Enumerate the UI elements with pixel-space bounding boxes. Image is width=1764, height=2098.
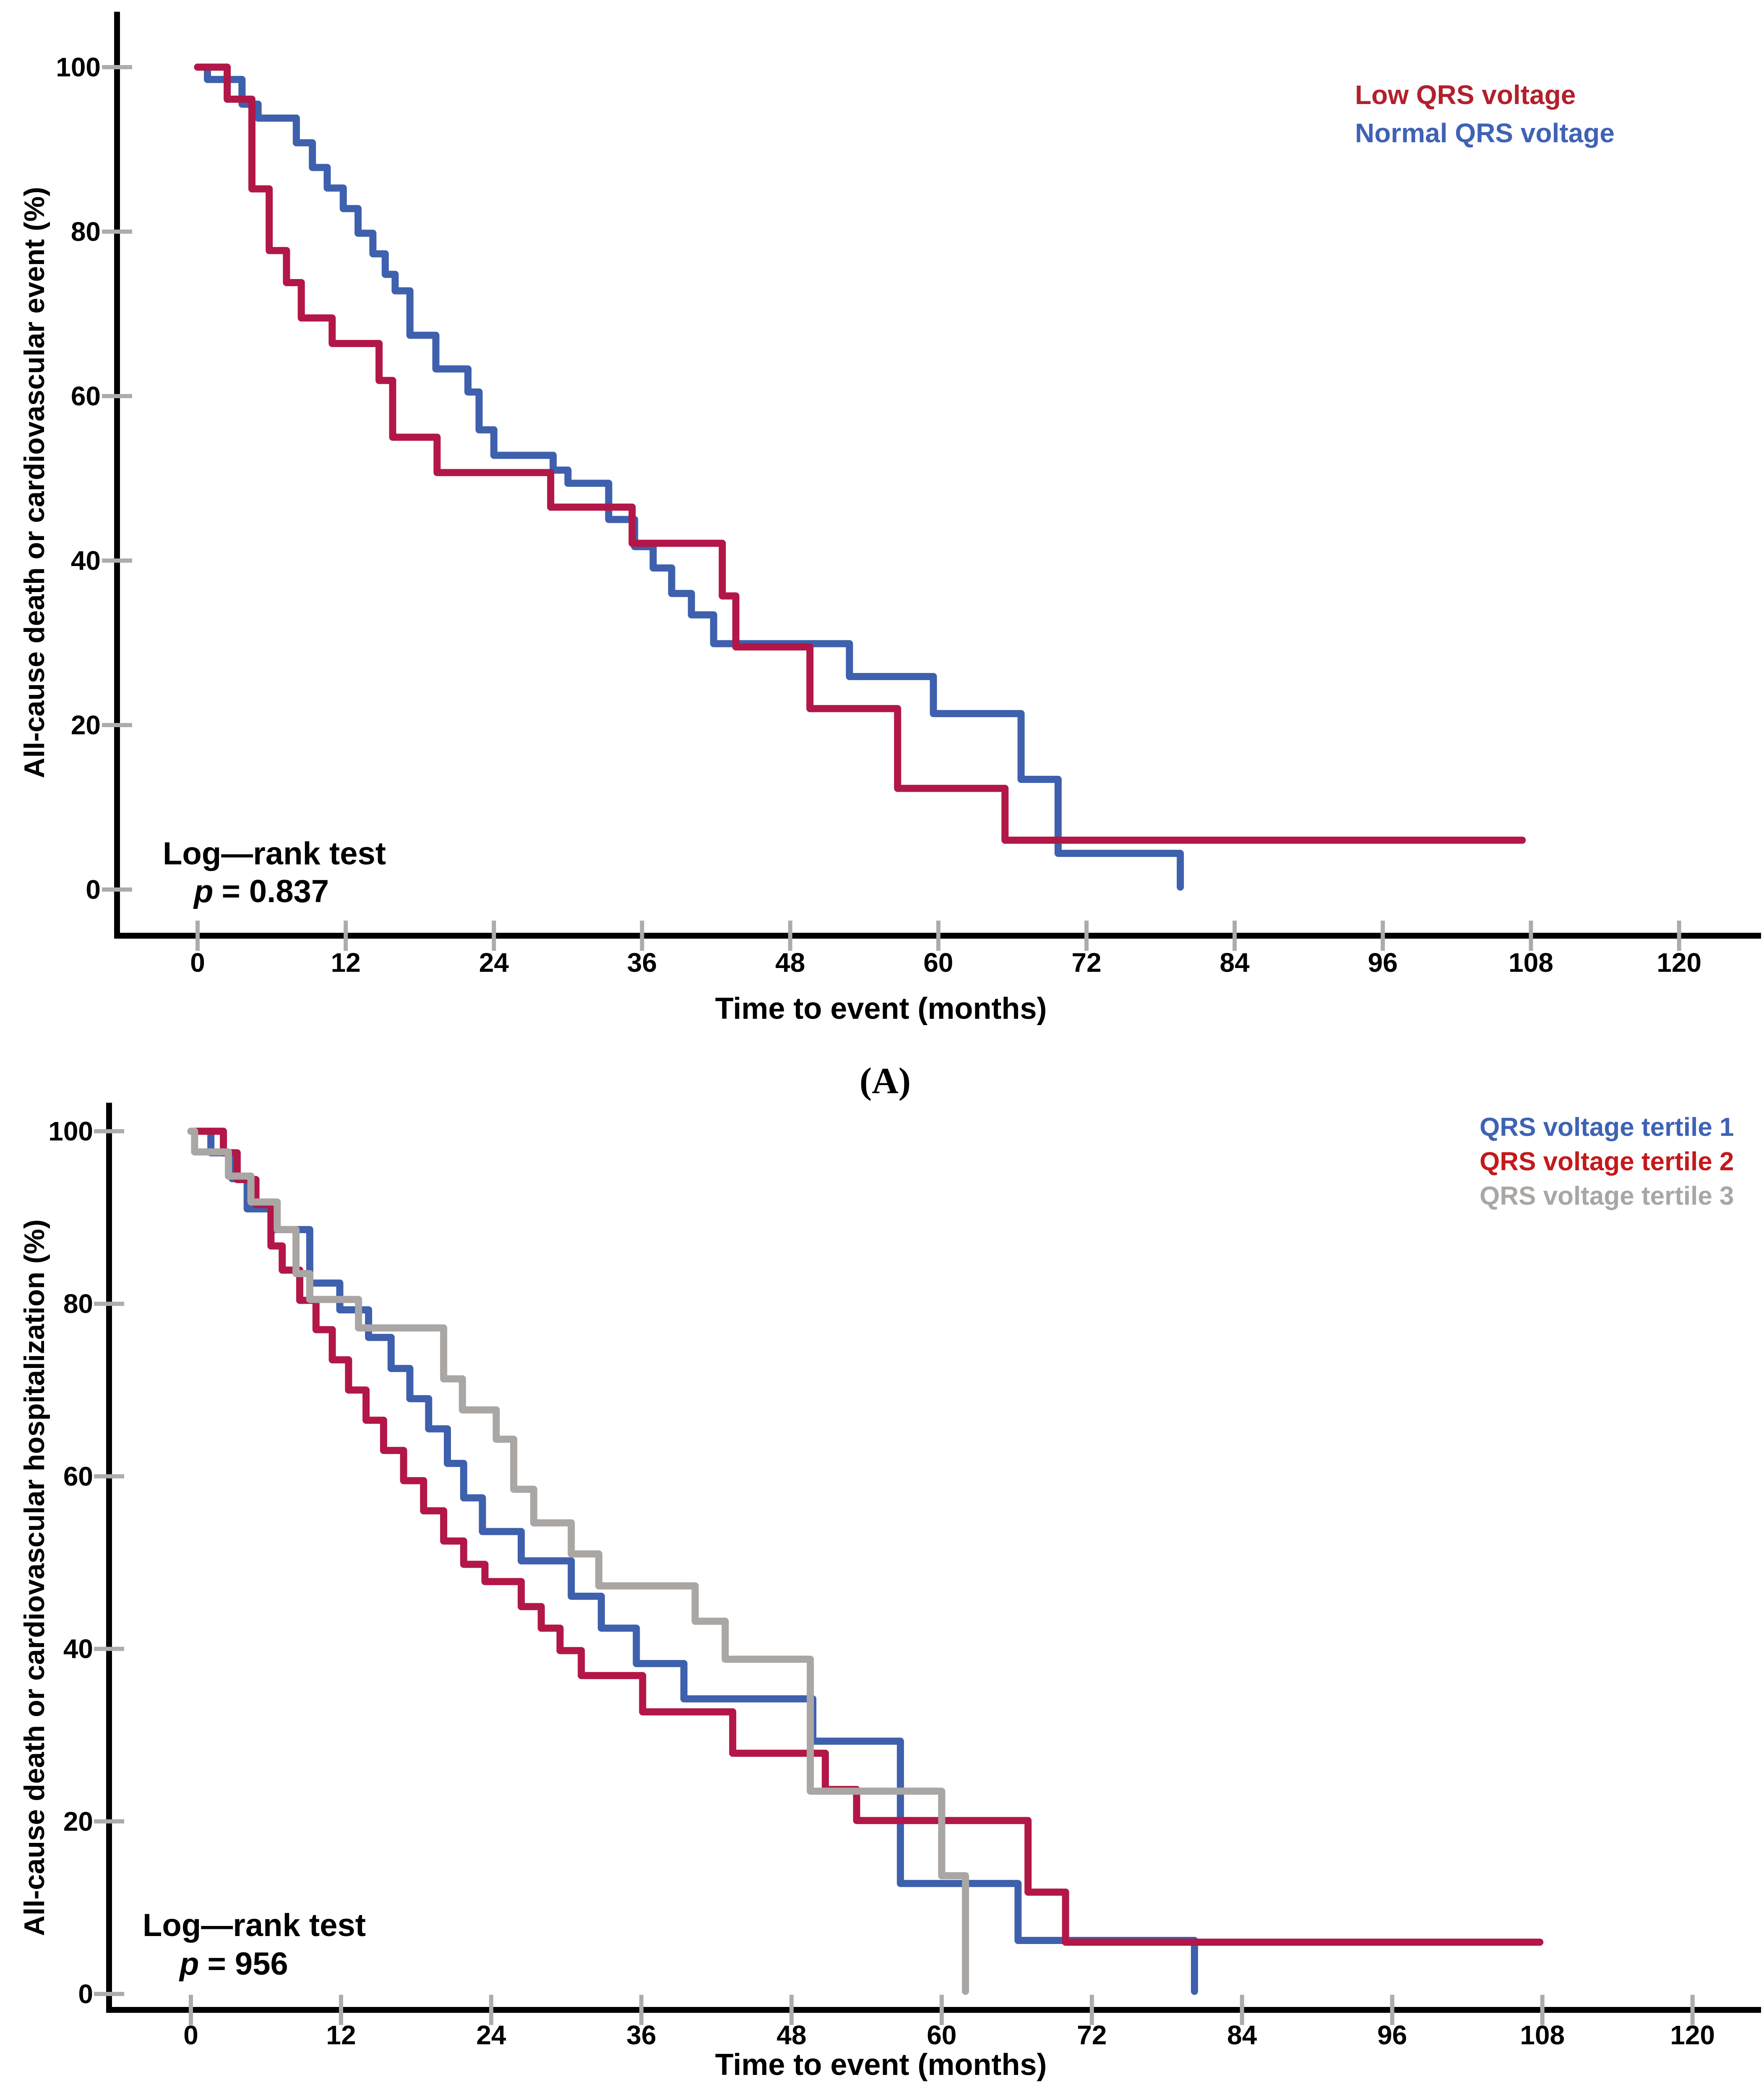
x-tick-label: 120 [1670,2020,1715,2050]
x-tick-label: 12 [331,947,361,978]
panel-a-letter: (A) [860,1061,911,1101]
legend-item-qrs-voltage-tertile-2: QRS voltage tertile 2 [1480,1147,1734,1176]
x-tick-label: 96 [1377,2020,1407,2050]
x-tick-label: 0 [190,947,205,978]
panel-a-chart: All-cause death or cardiovascular event … [18,12,1761,1101]
y-tick-label: 100 [56,52,101,82]
km-curve-qrs-voltage-tertile-1 [187,1127,1198,1995]
x-tick-label: 84 [1220,947,1250,978]
panel-a-p-symbol: p [193,874,213,909]
y-tick-label: 40 [63,1634,93,1664]
panel-b-logrank-title: Log—rank test [143,1908,366,1943]
x-tick-label: 12 [326,2020,356,2050]
y-tick-label: 60 [71,381,101,411]
x-tick-label: 108 [1509,947,1553,978]
x-tick-label: 60 [923,947,953,978]
panel-a-logrank-p: p = 0.837 [193,874,329,909]
x-tick-label: 96 [1368,947,1398,978]
legend-item-qrs-voltage-tertile-1: QRS voltage tertile 1 [1480,1113,1734,1142]
y-tick-label: 40 [71,545,101,576]
y-tick-label: 80 [63,1289,93,1319]
panel-a-y-axis-title: All-cause death or cardiovascular event … [18,187,50,778]
legend-item-qrs-voltage-tertile-3: QRS voltage tertile 3 [1480,1182,1734,1211]
y-tick-label: 60 [63,1461,93,1491]
x-tick-label: 120 [1657,947,1701,978]
km-curve-qrs-voltage-tertile-2 [187,1127,1544,1946]
panel-b-p-symbol: p [179,1946,199,1982]
panel-b-p-value: = 956 [207,1946,288,1982]
x-tick-label: 36 [626,2020,656,2050]
x-tick-label: 60 [927,2020,956,2050]
panel-b-y-axis-title: All-cause death or cardiovascular hospit… [18,1219,50,1936]
y-tick-label: 80 [71,217,101,247]
x-tick-label: 24 [479,947,509,978]
panel-a-p-value: = 0.837 [221,874,329,909]
legend-item-normal-qrs-voltage: Normal QRS voltage [1355,118,1615,148]
km-curve-normal-qrs-voltage [194,63,1184,891]
legend-item-low-qrs-voltage: Low QRS voltage [1355,80,1576,110]
x-tick-label: 0 [183,2020,198,2050]
panel-b-x-axis-title: Time to event (months) [715,2048,1047,2082]
x-tick-label: 72 [1071,947,1101,978]
x-tick-label: 72 [1077,2020,1107,2050]
x-tick-label: 108 [1520,2020,1565,2050]
y-tick-label: 20 [71,710,101,740]
x-tick-label: 84 [1227,2020,1257,2050]
panel-a-logrank-title: Log—rank test [163,836,386,872]
y-tick-label: 20 [63,1806,93,1837]
km-curve-qrs-voltage-tertile-3 [187,1127,969,1995]
panel-a-x-axis-title: Time to event (months) [715,992,1047,1026]
panel-b-logrank-p: p = 956 [179,1946,288,1982]
x-tick-label: 24 [476,2020,506,2050]
km-curve-low-qrs-voltage [194,63,1526,844]
x-tick-label: 48 [775,947,805,978]
y-tick-label: 0 [78,1979,93,2009]
y-tick-label: 0 [86,874,101,905]
x-tick-label: 48 [776,2020,806,2050]
y-tick-label: 100 [48,1116,93,1146]
x-tick-label: 36 [627,947,657,978]
axis-lines [114,12,1761,939]
panel-b-chart: All-cause death or cardiovascular hospit… [18,1103,1761,2082]
axis-lines [106,1103,1761,2013]
